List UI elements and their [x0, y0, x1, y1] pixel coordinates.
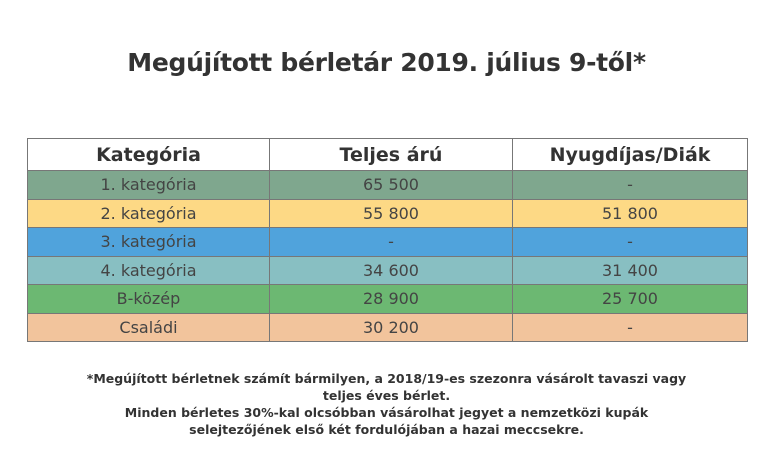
page-title: Megújított bérletár 2019. július 9-től* [127, 48, 646, 77]
footnote-line: *Megújított bérletnek számít bármilyen, … [86, 371, 687, 386]
header-concession: Nyugdíjas/Diák [512, 138, 748, 171]
footnote-line: Minden bérletes 30%-kal olcsóbban vásáro… [124, 405, 649, 420]
cell-category: 1. kategória [27, 170, 270, 200]
cell-concession: - [512, 227, 748, 257]
table-row: 2. kategória 55 800 51 800 [27, 198, 748, 228]
cell-full-price: - [269, 227, 513, 257]
footnote: *Megújított bérletnek számít bármilyen, … [0, 370, 773, 438]
cell-category: 2. kategória [27, 198, 270, 228]
cell-concession: - [512, 170, 748, 200]
cell-full-price: 65 500 [269, 170, 513, 200]
cell-full-price: 55 800 [269, 198, 513, 228]
cell-category: Családi [27, 312, 270, 342]
header-full-price: Teljes árú [269, 138, 513, 171]
cell-category: B-közép [27, 284, 270, 314]
cell-full-price: 30 200 [269, 312, 513, 342]
cell-concession: 31 400 [512, 255, 748, 285]
cell-category: 4. kategória [27, 255, 270, 285]
footnote-line: teljes éves bérlet. [322, 388, 451, 403]
cell-category: 3. kategória [27, 227, 270, 257]
cell-full-price: 34 600 [269, 255, 513, 285]
footnote-line: selejtezőjének első két fordulójában a h… [189, 422, 584, 437]
header-category: Kategória [27, 138, 270, 171]
cell-concession: - [512, 312, 748, 342]
table-row: B-közép 28 900 25 700 [27, 284, 748, 314]
cell-concession: 51 800 [512, 198, 748, 228]
table-header-row: Kategória Teljes árú Nyugdíjas/Diák [27, 138, 748, 171]
table-row: Családi 30 200- [27, 312, 748, 342]
table-row: 1. kategória 65 500- [27, 170, 748, 200]
price-table: Kategória Teljes árú Nyugdíjas/Diák 1. k… [27, 138, 748, 342]
cell-concession: 25 700 [512, 284, 748, 314]
table-row: 4. kategória 34 600 31 400 [27, 255, 748, 285]
table-row: 3. kategória - - [27, 227, 748, 257]
cell-full-price: 28 900 [269, 284, 513, 314]
